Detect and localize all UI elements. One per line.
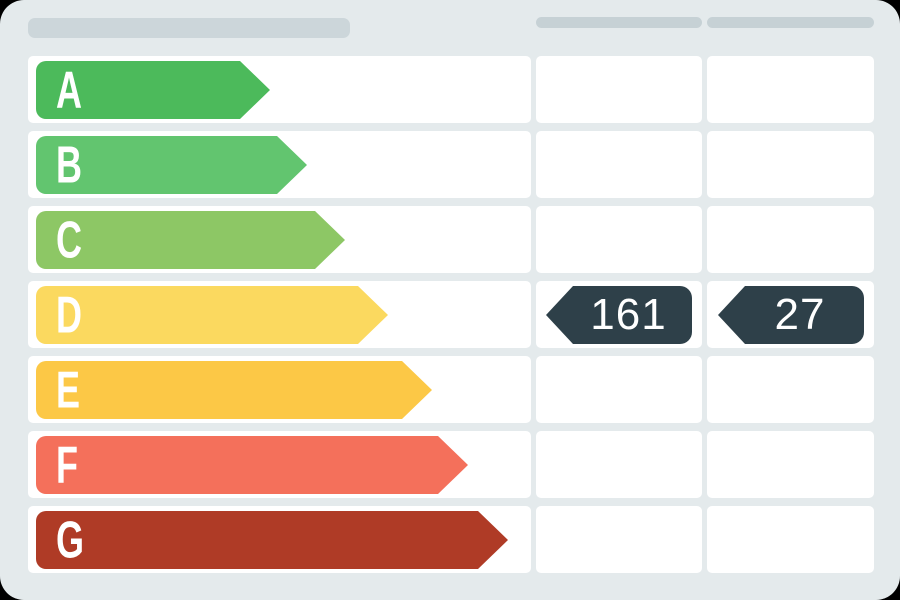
band-arrow-body: F xyxy=(36,435,438,494)
band-cell: G xyxy=(28,506,531,573)
left-pointer-tip-icon xyxy=(546,285,573,344)
header-row xyxy=(28,0,874,56)
current-rating-cell xyxy=(536,431,702,498)
band-letter: B xyxy=(56,135,82,194)
band-cell: F xyxy=(28,431,531,498)
right-pointer-tip-icon xyxy=(277,135,307,194)
band-row-g: G xyxy=(28,506,874,573)
right-pointer-tip-icon xyxy=(478,510,508,569)
band-row-c: C xyxy=(28,206,874,273)
current-rating-cell xyxy=(536,356,702,423)
band-letter: A xyxy=(56,60,82,119)
band-arrow-c: C xyxy=(36,210,345,269)
band-row-e: E xyxy=(28,356,874,423)
band-arrow-g: G xyxy=(36,510,508,569)
band-letter: C xyxy=(56,210,82,269)
potential-rating-cell xyxy=(707,56,874,123)
current-rating-value: 161 xyxy=(573,285,692,344)
band-cell: A xyxy=(28,56,531,123)
band-arrow-body: E xyxy=(36,360,402,419)
right-pointer-tip-icon xyxy=(240,60,270,119)
current-rating-cell: 161 xyxy=(536,281,702,348)
band-letter: F xyxy=(56,435,78,494)
band-arrow-b: B xyxy=(36,135,307,194)
potential-rating-cell xyxy=(707,356,874,423)
band-row-f: F xyxy=(28,431,874,498)
skeleton-title-bar xyxy=(28,18,350,38)
right-pointer-tip-icon xyxy=(358,285,388,344)
left-pointer-tip-icon xyxy=(717,285,745,344)
current-rating-cell xyxy=(536,506,702,573)
band-arrow-d: D xyxy=(36,285,388,344)
potential-rating-cell xyxy=(707,206,874,273)
band-cell: B xyxy=(28,131,531,198)
header-value-column-1 xyxy=(536,0,702,28)
band-arrow-a: A xyxy=(36,60,270,119)
band-arrow-body: A xyxy=(36,60,240,119)
skeleton-header-bar-1 xyxy=(536,17,702,28)
right-pointer-tip-icon xyxy=(438,435,468,494)
band-arrow-e: E xyxy=(36,360,432,419)
band-arrow-body: G xyxy=(36,510,478,569)
band-letter: E xyxy=(56,360,81,419)
band-row-b: B xyxy=(28,131,874,198)
band-arrow-f: F xyxy=(36,435,468,494)
band-row-d: D 161 27 xyxy=(28,281,874,348)
current-rating-cell xyxy=(536,206,702,273)
band-row-a: A xyxy=(28,56,874,123)
band-cell: D xyxy=(28,281,531,348)
band-arrow-body: D xyxy=(36,285,358,344)
band-rows: A B C D 161 27 E F G xyxy=(28,56,874,573)
skeleton-header-bar-2 xyxy=(707,17,874,28)
current-rating-arrow: 161 xyxy=(546,285,692,344)
potential-rating-arrow: 27 xyxy=(717,285,864,344)
header-value-column-2 xyxy=(707,0,874,28)
band-letter: G xyxy=(56,510,85,569)
rating-grid: A B C D 161 27 E F G xyxy=(28,0,874,573)
current-rating-cell xyxy=(536,56,702,123)
band-cell: E xyxy=(28,356,531,423)
potential-rating-cell xyxy=(707,131,874,198)
potential-rating-cell: 27 xyxy=(707,281,874,348)
band-arrow-body: C xyxy=(36,210,315,269)
right-pointer-tip-icon xyxy=(402,360,432,419)
header-band-column xyxy=(28,0,531,38)
band-cell: C xyxy=(28,206,531,273)
right-pointer-tip-icon xyxy=(315,210,345,269)
band-arrow-body: B xyxy=(36,135,277,194)
band-letter: D xyxy=(56,285,82,344)
potential-rating-cell xyxy=(707,506,874,573)
current-rating-cell xyxy=(536,131,702,198)
potential-rating-value: 27 xyxy=(744,285,864,344)
potential-rating-cell xyxy=(707,431,874,498)
